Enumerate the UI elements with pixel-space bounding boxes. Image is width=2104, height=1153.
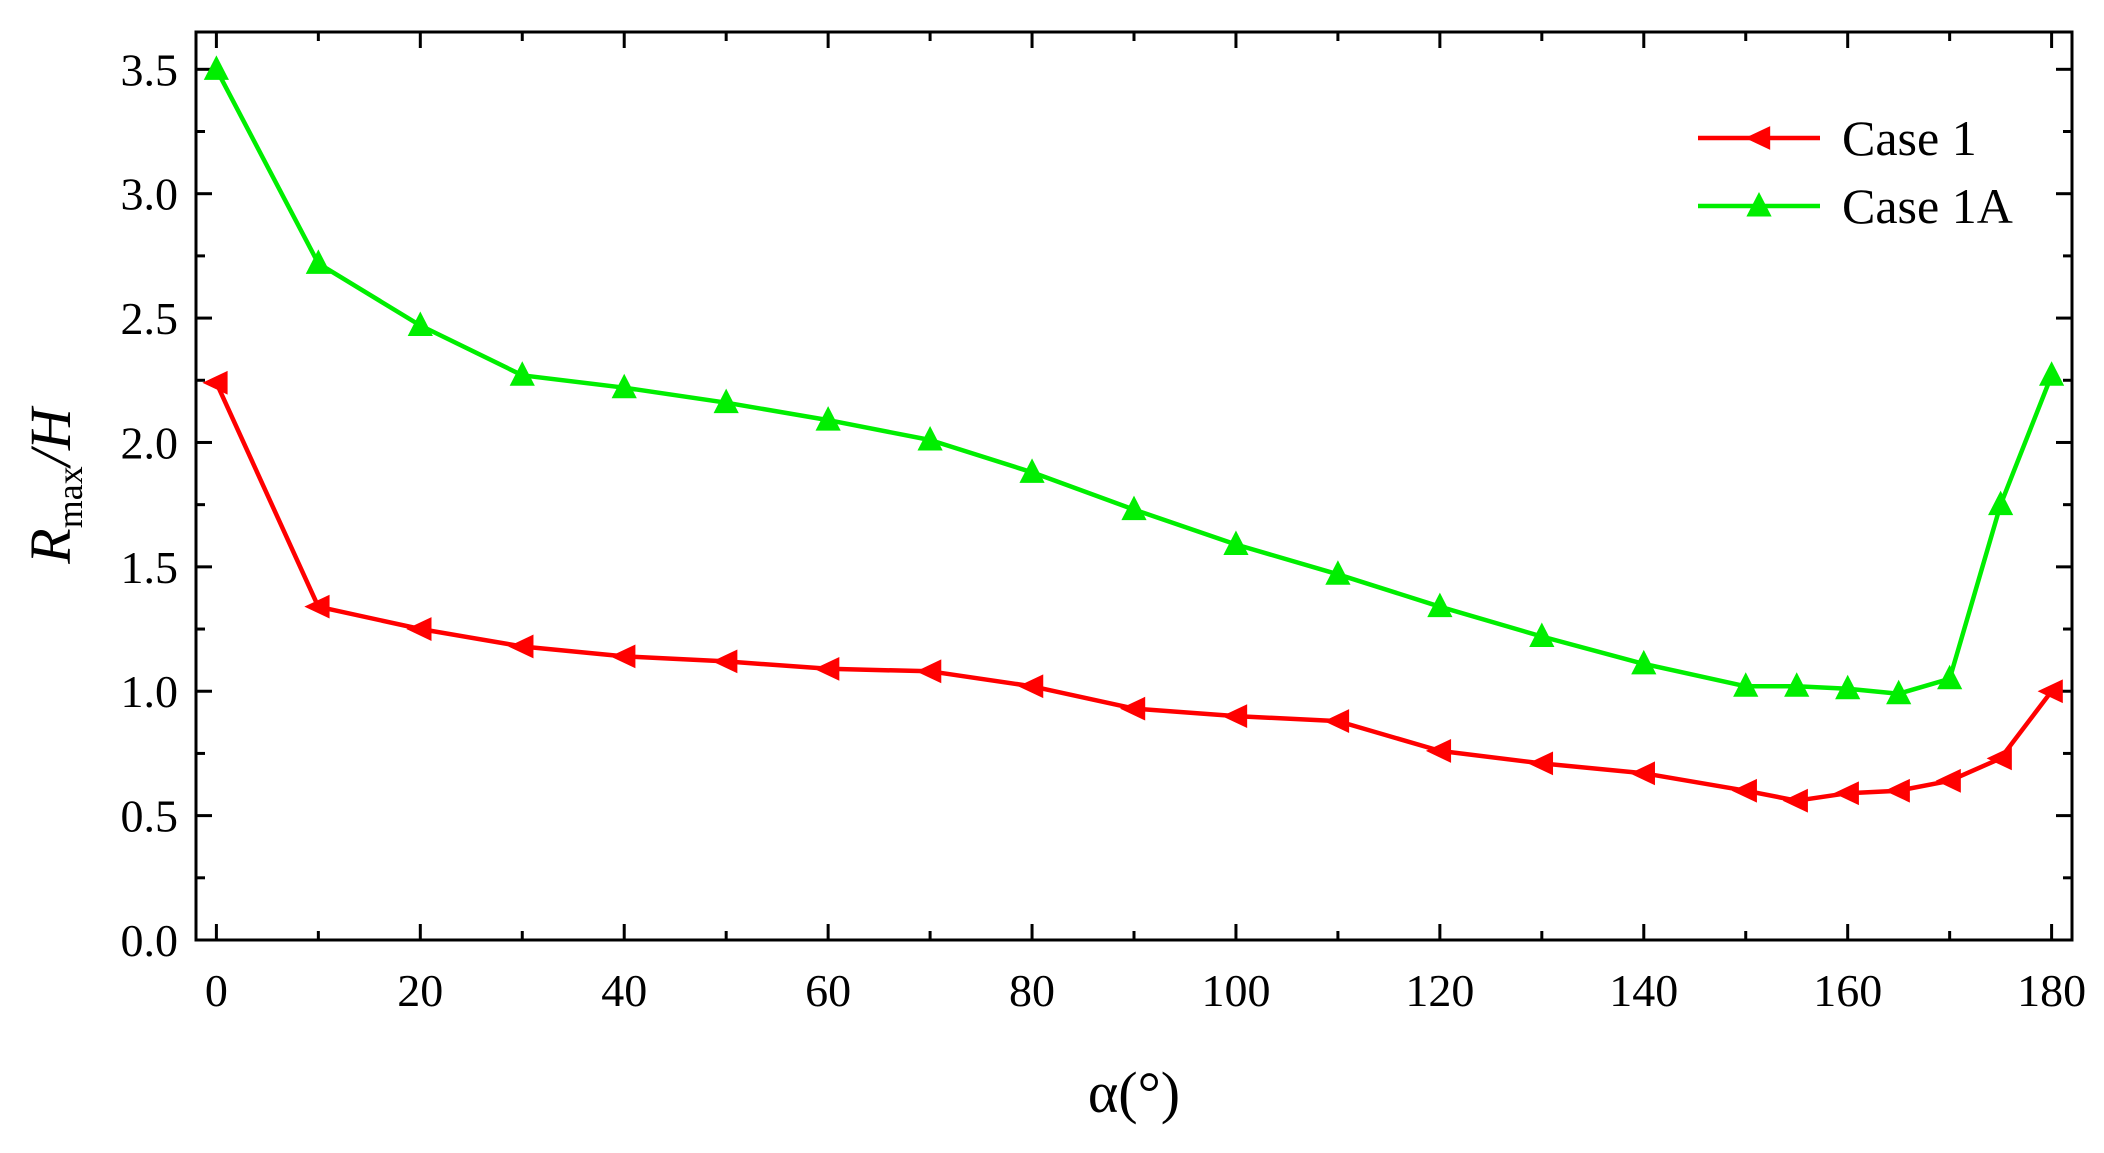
data-point <box>406 617 432 641</box>
data-point <box>1988 490 2014 516</box>
data-point <box>1629 761 1655 786</box>
y-title-main: R <box>18 528 83 564</box>
data-point <box>1425 739 1452 763</box>
legend-marker <box>1746 192 1772 217</box>
data-point <box>203 55 229 80</box>
data-point <box>305 249 331 274</box>
x-tick-label: 180 <box>2017 965 2086 1016</box>
series-1 <box>202 370 2063 813</box>
data-point <box>1120 696 1146 721</box>
data-point <box>815 406 841 431</box>
data-point <box>1784 672 1810 697</box>
data-point <box>712 649 738 674</box>
data-point <box>1325 560 1351 585</box>
x-tick-label: 60 <box>805 965 851 1016</box>
data-point <box>2037 679 2063 704</box>
y-tick-label: 1.5 <box>121 542 179 593</box>
data-point <box>1833 781 1859 806</box>
data-point <box>1529 622 1555 648</box>
data-point <box>1937 664 1963 690</box>
x-tick-label: 80 <box>1009 965 1055 1016</box>
y-title-rest: /H <box>18 405 83 469</box>
y-tick-label: 3.0 <box>121 169 179 220</box>
data-point <box>1782 788 1808 813</box>
x-tick-label: 120 <box>1405 965 1474 1016</box>
data-point <box>1527 751 1554 776</box>
series-layer <box>202 55 2065 813</box>
data-point <box>1631 649 1657 675</box>
data-point <box>407 311 433 337</box>
legend-entry: Case 1 <box>1698 110 1977 166</box>
data-point <box>509 361 535 386</box>
data-point <box>1986 746 2012 771</box>
data-point <box>2039 361 2065 386</box>
x-tick-label: 140 <box>1609 965 1678 1016</box>
data-point <box>1323 709 1350 733</box>
x-tick-label: 100 <box>1201 965 1270 1016</box>
data-point <box>916 659 942 684</box>
data-point <box>1835 674 1861 700</box>
y-tick-label: 0.5 <box>121 791 179 842</box>
data-point <box>1886 679 1912 705</box>
data-point <box>610 644 636 669</box>
series-2 <box>203 55 2065 705</box>
y-tick-label: 1.0 <box>121 666 179 717</box>
x-axis-title: α(°) <box>1088 1060 1180 1125</box>
x-tick-label: 20 <box>397 965 443 1016</box>
legend-label: Case 1A <box>1842 178 2013 234</box>
data-point <box>1935 768 1961 793</box>
data-point <box>1223 530 1249 555</box>
data-point <box>713 388 739 414</box>
data-point <box>917 425 943 451</box>
data-point <box>814 656 840 681</box>
data-point <box>1019 458 1045 483</box>
data-point <box>304 594 330 619</box>
data-point <box>1733 672 1759 697</box>
data-point <box>1018 674 1044 699</box>
legend: Case 1 Case 1A <box>1698 110 2013 234</box>
data-point <box>1731 778 1757 803</box>
data-point <box>1884 778 1910 803</box>
data-point <box>1427 592 1453 618</box>
y-title-subscript: max <box>50 466 90 528</box>
x-tick-label: 40 <box>601 965 647 1016</box>
y-tick-label: 3.5 <box>121 44 179 95</box>
data-point <box>1221 704 1248 729</box>
legend-marker <box>1745 126 1771 150</box>
legend-entry: Case 1A <box>1698 178 2013 234</box>
x-tick-label: 160 <box>1813 965 1882 1016</box>
data-point <box>202 370 228 395</box>
data-point <box>1121 495 1147 521</box>
series-line <box>214 381 2054 803</box>
y-tick-label: 2.5 <box>121 293 179 344</box>
y-axis-title: Rmax/H <box>18 405 90 565</box>
y-tick-label: 2.0 <box>121 417 179 468</box>
x-tick-label: 0 <box>205 965 228 1016</box>
legend-label: Case 1 <box>1842 110 1977 166</box>
y-tick-label: 0.0 <box>121 915 179 966</box>
data-point <box>611 373 637 399</box>
data-point <box>508 634 534 659</box>
series-line <box>214 68 2054 696</box>
axes: 0 20 40 60 80 100 120 140 160 180 0.0 0.5 1.0 1.5 2.0 2… <box>121 30 2086 1016</box>
